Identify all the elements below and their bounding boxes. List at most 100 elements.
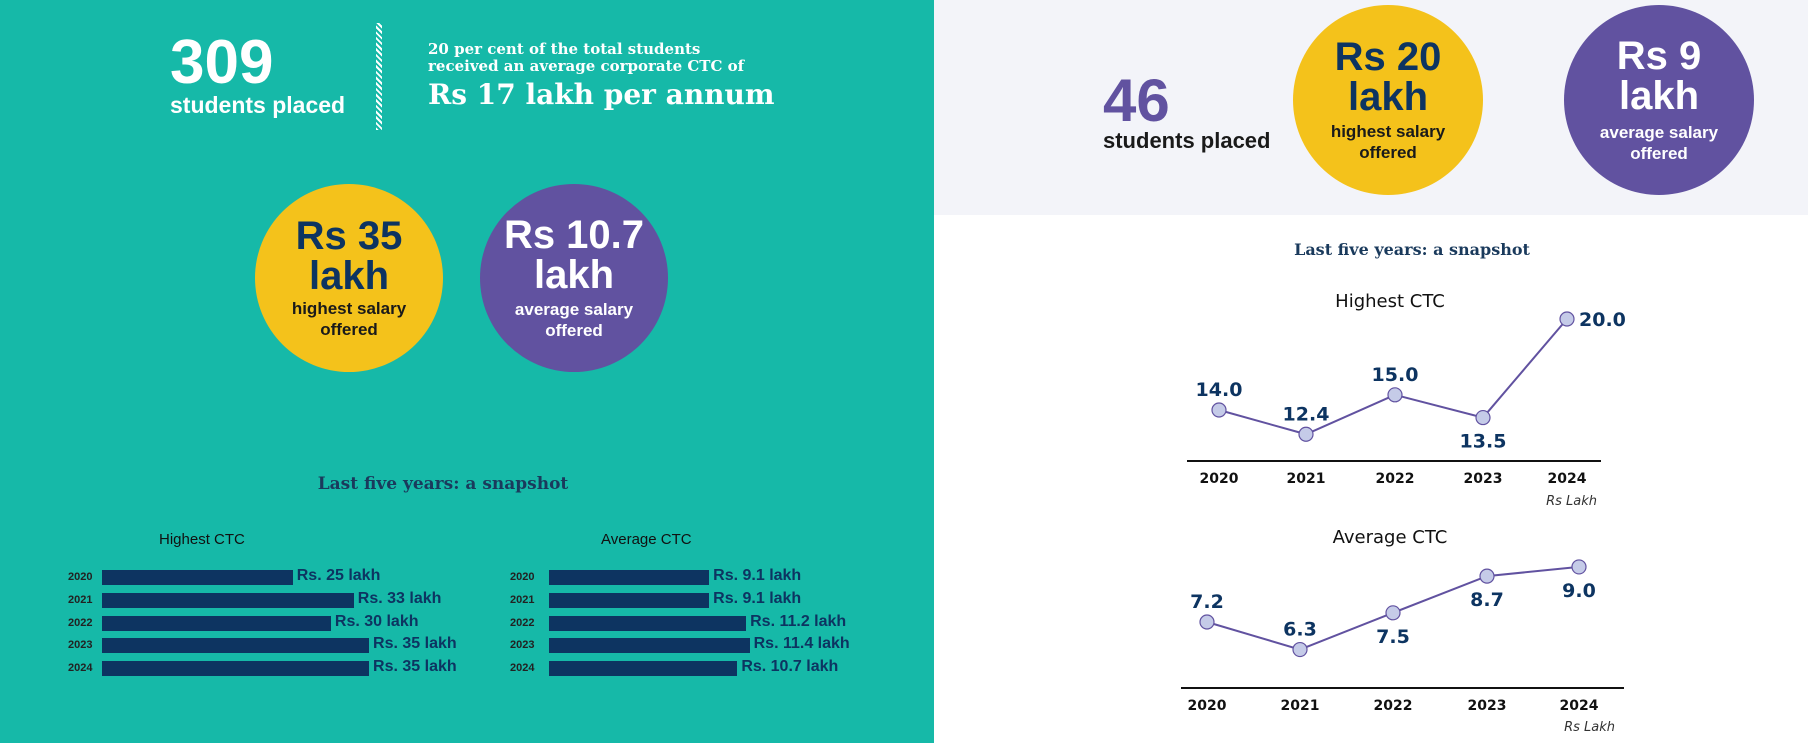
bar [549, 570, 710, 585]
bar-value-label: Rs. 33 lakh [357, 590, 442, 607]
highest-salary-circle: Rs 35 lakh highest salary offered [255, 184, 443, 372]
bar-value-label: Rs. 11.2 lakh [750, 613, 847, 630]
bar [549, 616, 747, 631]
x-tick-label: 2022 [1376, 471, 1415, 487]
ctc-note: 20 per cent of the total students receiv… [428, 41, 744, 75]
right-highest-salary-circle: Rs 20 lakh highest salary offered [1293, 5, 1483, 195]
unit-label: Rs Lakh [1546, 494, 1597, 509]
bar-year-label: 2020 [510, 571, 535, 583]
average-salary-circle: Rs 10.7 lakh average salary offered [480, 184, 668, 372]
highest-salary-unit: lakh [308, 254, 390, 298]
ctc-note-line1: 20 per cent of the total students [428, 40, 701, 58]
bar-year-label: 2022 [510, 617, 535, 629]
x-tick-label: 2020 [1188, 698, 1227, 714]
right-students-count: 46 [1103, 67, 1170, 134]
highest-salary-caption1: highest salary [291, 299, 407, 318]
data-label: 8.7 [1470, 589, 1504, 611]
right-average-unit: lakh [1618, 74, 1700, 118]
left-panel: 309 students placed 20 per cent of the t… [0, 0, 934, 743]
data-point [1292, 641, 1308, 658]
x-tick-label: 2020 [1200, 471, 1239, 487]
line-chart-title: Average CTC [1333, 527, 1448, 548]
bar-year-label: 2024 [510, 662, 535, 674]
x-tick-label: 2021 [1287, 471, 1326, 487]
right-average-value: Rs 9 [1616, 34, 1702, 78]
bar-value-label: Rs. 9.1 lakh [713, 590, 802, 607]
average-bar-chart-title: Average CTC [601, 531, 692, 548]
right-highest-caption2: offered [1359, 143, 1417, 162]
bar-year-label: 2024 [68, 662, 93, 674]
bar-year-label: 2023 [510, 639, 535, 651]
bar-year-label: 2020 [68, 571, 93, 583]
hatched-divider [376, 23, 382, 130]
x-tick-label: 2022 [1374, 698, 1413, 714]
x-tick-label: 2024 [1548, 471, 1587, 487]
ctc-highlight: Rs 17 lakh per annum [428, 78, 775, 111]
highest-bar-chart-title: Highest CTC [159, 531, 245, 548]
bar [102, 661, 370, 676]
bar-year-label: 2021 [510, 594, 535, 606]
average-salary-caption1: average salary [514, 300, 634, 319]
x-tick-label: 2021 [1281, 698, 1320, 714]
right-highest-caption1: highest salary [1330, 122, 1446, 141]
data-point [1385, 605, 1401, 621]
data-label: 13.5 [1460, 431, 1507, 453]
bar-value-label: Rs. 10.7 lakh [741, 658, 839, 675]
data-point [1475, 409, 1491, 426]
highest-salary-value: Rs 35 [295, 214, 403, 258]
bar [549, 638, 750, 653]
bar [549, 661, 738, 676]
bar-value-label: Rs. 25 lakh [296, 567, 381, 584]
data-label: 12.4 [1283, 403, 1330, 425]
data-point [1479, 568, 1495, 584]
bar-year-label: 2023 [68, 639, 93, 651]
right-average-caption2: offered [1630, 144, 1688, 163]
bar [549, 593, 710, 608]
bar [102, 593, 354, 608]
data-point [1387, 387, 1403, 403]
bar-value-label: Rs. 11.4 lakh [753, 635, 850, 652]
unit-label: Rs Lakh [1564, 720, 1615, 735]
bar [102, 616, 331, 631]
average-salary-caption2: offered [545, 321, 603, 340]
students-count: 309 [170, 28, 274, 97]
bar-value-label: Rs. 35 lakh [373, 658, 457, 675]
bar-year-label: 2021 [68, 594, 93, 606]
snapshot-title: Last five years: a snapshot [317, 474, 569, 494]
right-students-label: students placed [1103, 128, 1271, 153]
data-label: 20.0 [1579, 309, 1626, 331]
right-snapshot-title: Last five years: a snapshot [1294, 240, 1530, 259]
data-point [1199, 614, 1215, 630]
data-point [1559, 311, 1575, 327]
bar-value-label: Rs. 35 lakh [373, 635, 457, 652]
right-highest-unit: lakh [1347, 75, 1429, 119]
x-tick-label: 2024 [1560, 698, 1599, 714]
average-salary-value: Rs 10.7 [503, 213, 645, 257]
students-label: students placed [170, 92, 346, 118]
right-average-salary-circle: Rs 9 lakh average salary offered [1564, 5, 1754, 195]
right-highest-value: Rs 20 [1334, 35, 1442, 79]
data-label: 14.0 [1196, 379, 1243, 401]
data-point [1298, 426, 1314, 442]
data-label: 6.3 [1283, 619, 1317, 641]
bar-year-label: 2022 [68, 617, 93, 629]
data-label: 15.0 [1372, 364, 1419, 386]
average-salary-unit: lakh [533, 253, 615, 297]
bar-value-label: Rs. 9.1 lakh [713, 567, 802, 584]
x-tick-label: 2023 [1468, 698, 1507, 714]
data-label: 7.2 [1190, 591, 1224, 613]
bar [102, 570, 293, 585]
line-chart-title: Highest CTC [1335, 291, 1445, 312]
x-tick-label: 2023 [1464, 471, 1503, 487]
data-point [1571, 559, 1587, 575]
data-point [1211, 402, 1227, 418]
ctc-note-line2: received an average corporate CTC of [428, 57, 745, 75]
bar-value-label: Rs. 30 lakh [334, 613, 419, 630]
bar [102, 638, 370, 653]
data-label: 7.5 [1376, 626, 1410, 648]
highest-salary-caption2: offered [320, 320, 378, 339]
right-average-caption1: average salary [1599, 123, 1719, 142]
right-summary-panel: 46 students placed Rs 20 lakh highest sa… [934, 0, 1808, 215]
data-label: 9.0 [1562, 580, 1596, 602]
